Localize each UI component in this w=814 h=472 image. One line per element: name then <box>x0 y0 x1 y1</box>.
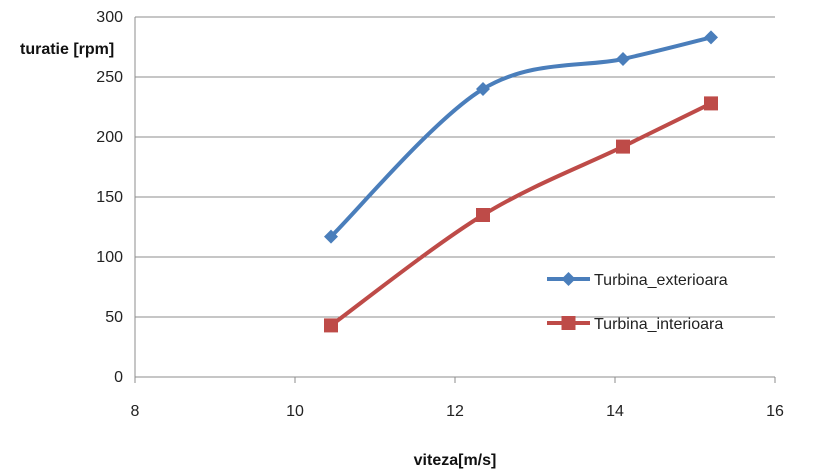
x-tick-label: 16 <box>766 403 784 420</box>
y-tick-label: 0 <box>114 369 123 386</box>
series-line-turbina-exterioara <box>329 35 713 239</box>
gridlines <box>135 16 775 318</box>
legend-label-turbina-interioara: Turbina_interioara <box>594 316 723 333</box>
x-tick-label: 8 <box>131 403 140 420</box>
data-point-turbina-interioara <box>616 139 630 154</box>
series-markers <box>324 30 718 333</box>
y-axis-tick-labels: 0 50 100 150 200 250 300 <box>96 9 123 386</box>
data-point-turbina-exterioara <box>476 82 490 96</box>
y-tick-label: 200 <box>96 129 123 146</box>
legend-marker-turbina-interioara <box>561 316 576 330</box>
x-tick-label: 14 <box>606 403 624 420</box>
y-axis-title: turatie [rpm] <box>20 41 114 58</box>
y-tick-label: 50 <box>105 309 123 326</box>
legend-label-turbina-exterioara: Turbina_exterioara <box>594 272 728 289</box>
legend-marker-turbina-exterioara <box>561 272 576 286</box>
data-point-turbina-interioara <box>704 96 718 111</box>
y-tick-label: 100 <box>96 249 123 266</box>
x-axis-tick-labels: 8 10 12 14 16 <box>131 403 784 420</box>
data-point-turbina-interioara <box>476 208 490 222</box>
series-lines <box>329 35 713 328</box>
data-point-turbina-exterioara <box>324 229 338 244</box>
y-tick-label: 150 <box>96 189 123 206</box>
x-tick-label: 12 <box>446 403 464 420</box>
y-tick-label: 300 <box>96 9 123 26</box>
data-point-turbina-interioara <box>324 318 338 333</box>
x-tick-label: 10 <box>286 403 304 420</box>
legend: Turbina_exterioara Turbina_interioara <box>547 272 728 333</box>
x-axis-title: viteza[m/s] <box>414 452 497 469</box>
series-line-turbina-interioara <box>329 101 713 328</box>
plot-frame <box>134 17 776 383</box>
y-tick-label: 250 <box>96 69 123 86</box>
data-point-turbina-exterioara <box>616 52 630 66</box>
data-point-turbina-exterioara <box>704 30 718 45</box>
